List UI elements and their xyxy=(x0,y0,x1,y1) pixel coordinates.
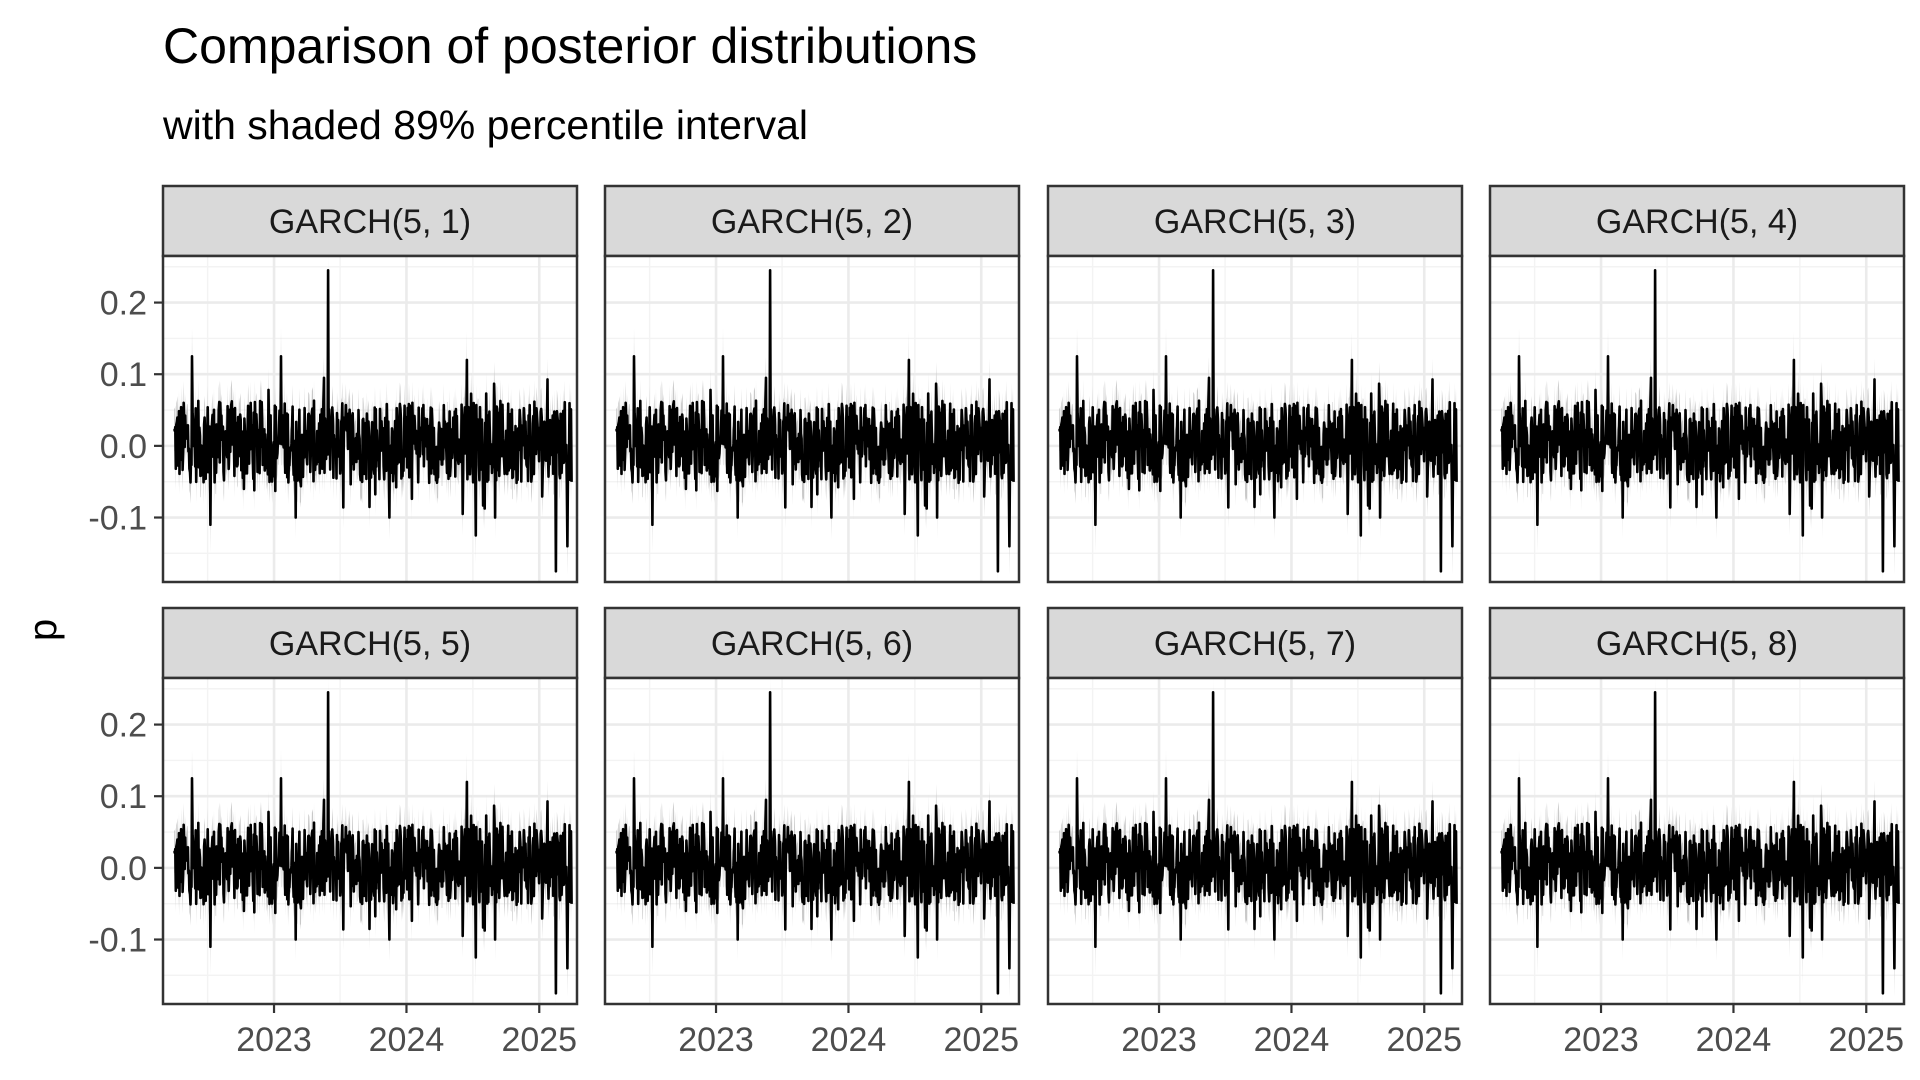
chart-title: Comparison of posterior distributions xyxy=(163,18,978,74)
facet-panel: GARCH(5, 1) -0.1 0.0 0.1 0.2 xyxy=(88,184,579,584)
panel-background xyxy=(1490,678,1904,1004)
facet-strip-label: GARCH(5, 3) xyxy=(1154,203,1356,241)
posterior-line xyxy=(614,691,1015,995)
panel-border xyxy=(603,254,1021,584)
posterior-line xyxy=(1057,691,1458,995)
x-tick-label: 2025 xyxy=(943,1021,1019,1059)
facet-strip xyxy=(603,606,1021,680)
facet-strip-label: GARCH(5, 5) xyxy=(269,625,471,663)
facet-strip xyxy=(1488,606,1906,680)
posterior-line xyxy=(1499,691,1900,995)
panel-background xyxy=(1048,678,1462,1004)
facet-strip xyxy=(1046,184,1464,258)
posterior-line xyxy=(172,269,573,573)
x-tick-label: 2023 xyxy=(1563,1021,1639,1059)
x-tick-label: 2024 xyxy=(1696,1021,1772,1059)
x-tick-label: 2023 xyxy=(1121,1021,1197,1059)
y-tick-label: 0.1 xyxy=(100,778,147,816)
x-tick-label: 2024 xyxy=(1254,1021,1330,1059)
facet-strip xyxy=(1046,606,1464,680)
x-tick-label: 2023 xyxy=(236,1021,312,1059)
posterior-line xyxy=(172,691,573,995)
posterior-line xyxy=(1499,269,1900,573)
x-tick-label: 2023 xyxy=(678,1021,754,1059)
facet-strip-label: GARCH(5, 8) xyxy=(1596,625,1798,663)
x-tick-label: 2024 xyxy=(811,1021,887,1059)
facet-strip xyxy=(603,184,1021,258)
y-tick-label: 0.2 xyxy=(100,285,147,323)
facet-strip-label: GARCH(5, 2) xyxy=(711,203,913,241)
panel-border xyxy=(1046,254,1464,584)
panel-border xyxy=(161,254,579,584)
panel-background xyxy=(605,678,1019,1004)
panel-background xyxy=(1048,256,1462,582)
x-tick-label: 2025 xyxy=(1386,1021,1462,1059)
facet-strip-label: GARCH(5, 6) xyxy=(711,625,913,663)
y-tick-label: 0.0 xyxy=(100,850,147,888)
facet-strip xyxy=(1488,184,1906,258)
facet-panel: GARCH(5, 5) -0.1 0.0 0.1 0.2 2023 2024 2025 xyxy=(88,606,579,1059)
facet-panel: GARCH(5, 8) 2023 2024 2025 xyxy=(1488,606,1906,1059)
y-tick-label: 0.0 xyxy=(100,428,147,466)
panel-border xyxy=(161,676,579,1006)
facet-panel: GARCH(5, 3) xyxy=(1046,184,1464,584)
posterior-line xyxy=(614,269,1015,573)
x-tick-label: 2024 xyxy=(369,1021,445,1059)
panel-background xyxy=(163,256,577,582)
facet-panel: GARCH(5, 6) 2023 2024 2025 xyxy=(603,606,1021,1059)
y-tick-label: 0.2 xyxy=(100,707,147,745)
facet-strip-label: GARCH(5, 4) xyxy=(1596,203,1798,241)
panel-border xyxy=(1488,676,1906,1006)
posterior-line xyxy=(1057,269,1458,573)
chart-subtitle: with shaded 89% percentile interval xyxy=(163,102,808,148)
panel-background xyxy=(163,678,577,1004)
facet-panel: GARCH(5, 2) xyxy=(603,184,1021,584)
panel-border xyxy=(1046,676,1464,1006)
panel-border xyxy=(603,676,1021,1006)
y-tick-label: -0.1 xyxy=(88,500,147,538)
x-tick-label: 2025 xyxy=(501,1021,577,1059)
panel-background xyxy=(605,256,1019,582)
facet-strip-label: GARCH(5, 1) xyxy=(269,203,471,241)
facet-panel: GARCH(5, 7) 2023 2024 2025 xyxy=(1046,606,1464,1059)
panel-background xyxy=(1490,256,1904,582)
panel-border xyxy=(1488,254,1906,584)
facet-panel: GARCH(5, 4) xyxy=(1488,184,1906,584)
y-tick-label: -0.1 xyxy=(88,922,147,960)
facet-strip-label: GARCH(5, 7) xyxy=(1154,625,1356,663)
x-tick-label: 2025 xyxy=(1828,1021,1904,1059)
y-tick-label: 0.1 xyxy=(100,356,147,394)
